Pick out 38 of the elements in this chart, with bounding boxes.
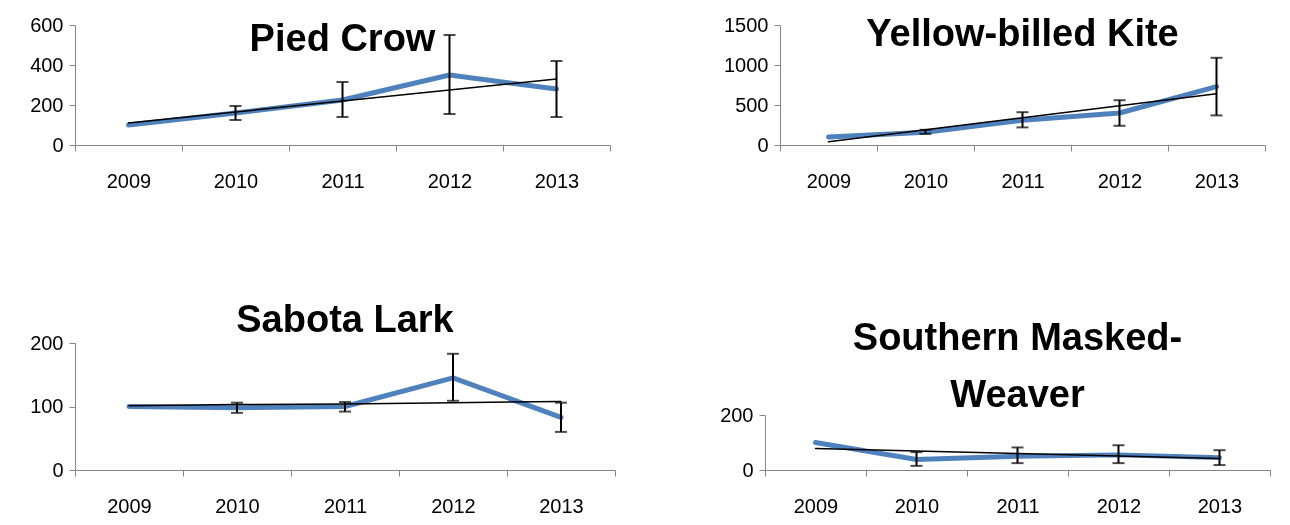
y-tick-label: 400 (30, 53, 64, 76)
y-tick-label: 200 (30, 93, 64, 116)
x-tick-label: 2012 (431, 494, 476, 517)
y-tick-label: 200 (30, 331, 64, 354)
x-tick-label: 2009 (806, 169, 852, 192)
x-tick-label: 2011 (996, 494, 1040, 517)
x-tick-label: 2012 (1097, 169, 1143, 192)
y-tick-label: 0 (757, 133, 769, 156)
y-tick-label: 0 (52, 133, 64, 156)
chart-title: Pied Crow (249, 17, 436, 59)
x-tick-label: 2009 (793, 494, 839, 517)
y-tick-label: 600 (30, 13, 64, 36)
x-tick-label: 2013 (1197, 494, 1243, 517)
x-tick-label: 2009 (106, 169, 152, 192)
x-tick-label: 2009 (107, 494, 152, 517)
x-tick-label: 2011 (323, 494, 368, 517)
x-tick-label: 2013 (539, 494, 584, 517)
x-tick-label: 2010 (213, 169, 259, 192)
x-tick-label: 2011 (321, 169, 365, 192)
chart-title: Yellow-billed Kite (866, 12, 1179, 54)
y-tick-label: 0 (52, 458, 64, 481)
y-tick-label: 1500 (724, 13, 769, 36)
line-series (814, 447, 1221, 460)
y-tick-label: 0 (742, 458, 754, 481)
x-tick-label: 2011 (1001, 169, 1045, 192)
y-tick-label: 200 (720, 403, 754, 426)
x-tick-label: 2010 (894, 494, 940, 517)
y-tick-label: 500 (735, 93, 769, 116)
chart-title: Sabota Lark (236, 298, 455, 340)
x-tick-label: 2013 (1194, 169, 1240, 192)
x-tick-label: 2010 (903, 169, 949, 192)
y-tick-label: 100 (30, 395, 64, 417)
chart-title: Southern Masked-Weaver (852, 316, 1183, 415)
x-tick-label: 2013 (534, 169, 580, 192)
y-tick-label: 1000 (724, 53, 769, 76)
x-tick-label: 2010 (215, 494, 260, 517)
x-tick-label: 2012 (1096, 494, 1142, 517)
x-tick-label: 2012 (427, 169, 473, 192)
